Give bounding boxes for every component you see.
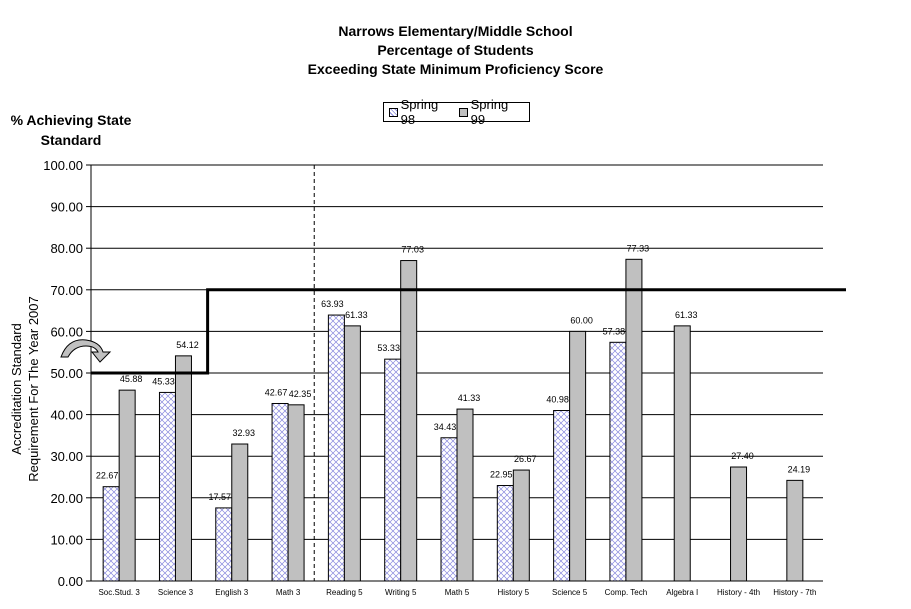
bar-spring99 [512,469,530,582]
x-tick-label: English 3 [215,588,248,597]
svg-text:63.93: 63.93 [321,299,344,309]
bar-spring99 [673,325,691,582]
x-tick-label: Comp. Tech [605,588,648,597]
y-tick-label: 0.00 [58,574,83,589]
x-tick-label: Science 3 [158,588,194,597]
bar-spring98 [496,485,514,582]
x-tick-label: Algebra I [666,588,698,597]
bar-spring98 [327,314,345,582]
svg-text:42.67: 42.67 [265,387,288,397]
bar-spring98 [215,507,233,582]
x-tick-label: History - 4th [717,588,760,597]
bar-spring98 [384,358,402,582]
x-tick-label: History - 7th [773,588,816,597]
bar-spring99 [730,466,748,582]
y-tick-label: 80.00 [50,241,83,256]
y-tick-label: 70.00 [50,283,83,298]
bar-spring98 [440,437,458,582]
svg-text:27.40: 27.40 [731,451,754,461]
bar-spring99 [118,389,136,582]
chart-title-line-3: Exceeding State Minimum Proficiency Scor… [307,61,604,77]
x-tick-label: Reading 5 [326,588,363,597]
y-tick-label: 30.00 [50,449,83,464]
bar-spring99 [231,443,249,582]
svg-text:41.33: 41.33 [458,393,481,403]
svg-text:61.33: 61.33 [675,310,698,320]
legend: Spring 98 Spring 99 [383,97,530,127]
legend-label-spring99: Spring 99 [470,97,509,127]
bar-spring99 [569,330,587,582]
svg-text:60.00: 60.00 [570,315,593,325]
x-tick-label: History 5 [498,588,530,597]
svg-text:22.67: 22.67 [96,471,119,481]
svg-text:42.35: 42.35 [289,389,312,399]
svg-text:22.95: 22.95 [490,470,513,480]
svg-text:57.38: 57.38 [603,326,626,336]
y-tick-label: 60.00 [50,324,83,339]
bar-spring99 [287,404,305,582]
bar-spring99 [174,355,192,582]
y-tick-label: 10.00 [50,532,83,547]
x-tick-label: Soc.Stud. 3 [98,588,140,597]
bar-spring98 [609,341,627,582]
legend-item-spring98: Spring 98 [389,97,453,127]
legend-label-spring98: Spring 98 [400,97,439,127]
bar-spring98 [553,410,571,582]
chart-title-line-2: Percentage of Students [377,42,534,58]
y-tick-label: 90.00 [50,200,83,215]
bar-spring99 [456,408,474,582]
svg-text:45.33: 45.33 [152,376,175,386]
y-tick-label: 20.00 [50,491,83,506]
svg-text:24.19: 24.19 [788,464,811,474]
chart-title-line-1: Narrows Elementary/Middle School [338,23,573,39]
bar-spring98 [271,402,289,582]
y-axis-title: % Achieving State Standard [10,112,132,148]
gray-swatch-icon [459,107,468,117]
x-tick-label: Science 5 [552,588,588,597]
bar-spring98 [102,486,120,582]
y-tick-label: 50.00 [50,366,83,381]
svg-text:40.98: 40.98 [546,395,569,405]
x-tick-label: Math 3 [276,588,301,597]
hatch-swatch-icon [389,107,398,117]
bar-spring99 [343,325,361,582]
svg-text:77.33: 77.33 [627,243,650,253]
y-tick-label: 100.00 [43,158,83,173]
svg-text:26.67: 26.67 [514,454,537,464]
bar-spring99 [625,258,643,582]
svg-text:32.93: 32.93 [233,428,256,438]
svg-text:77.03: 77.03 [401,245,424,255]
bar-spring99 [786,479,804,582]
x-tick-label: Writing 5 [385,588,417,597]
bar-spring98 [158,391,176,582]
svg-text:54.12: 54.12 [176,340,199,350]
bar-spring99 [400,260,418,582]
curved-arrow-icon [60,339,112,363]
svg-text:34.43: 34.43 [434,422,457,432]
svg-text:45.88: 45.88 [120,374,143,384]
svg-text:53.33: 53.33 [377,343,400,353]
svg-text:61.33: 61.33 [345,310,368,320]
svg-text:17.57: 17.57 [209,492,232,502]
y-tick-label: 40.00 [50,408,83,423]
x-tick-label: Math 5 [445,588,470,597]
legend-item-spring99: Spring 99 [459,97,523,127]
